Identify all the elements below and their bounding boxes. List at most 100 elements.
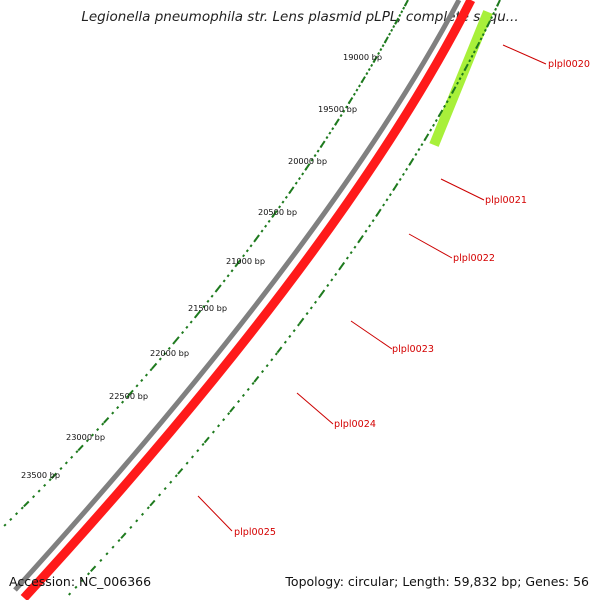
inner-tick-dot — [226, 274, 230, 278]
outer-tick-dot — [274, 352, 278, 356]
inner-tick-dot — [254, 234, 260, 242]
leader-plpl0024 — [296, 392, 334, 425]
inner-tick-dot — [339, 114, 343, 118]
inner-tick-dot — [253, 239, 257, 243]
bp-label-21000: 21000 bp — [226, 256, 265, 266]
leader-plpl0020 — [502, 44, 547, 65]
outer-tick-dot — [443, 104, 447, 108]
outer-tick-dot — [479, 37, 483, 41]
inner-tick-dot — [398, 13, 402, 18]
bp-label-20000: 20000 bp — [288, 156, 327, 166]
inner-tick-dot — [242, 254, 246, 258]
inner-tick-dot — [210, 294, 214, 298]
inner-tick-dot — [370, 63, 374, 68]
outer-tick-dot — [297, 323, 301, 327]
outer-tick-dot — [174, 474, 178, 478]
gene-boundaries — [88, 138, 422, 539]
inner-tick-dot — [278, 205, 282, 209]
inner-tick-dot — [222, 279, 226, 283]
outer-tick-dot — [158, 493, 162, 497]
inner-tick-dot — [310, 158, 314, 162]
inner-tick-dot — [357, 84, 361, 88]
inner-tick-dot — [9, 517, 13, 521]
outer-tick-dot — [146, 506, 150, 510]
outer-tick-dot — [305, 311, 309, 316]
accession-text: Accession: NC_006366 — [9, 574, 152, 589]
leader-plpl0023 — [350, 320, 393, 350]
inner-tick-dot — [85, 439, 89, 443]
outer-tick-dot — [483, 28, 487, 32]
inner-tick-dot — [400, 10, 404, 14]
inner-tick-dot — [43, 483, 47, 487]
inner-tick-dot — [77, 444, 84, 452]
outer-tick-dot — [227, 412, 231, 416]
outer-tick-dot — [217, 424, 221, 428]
inner-tick-dot — [195, 310, 202, 317]
inner-tick-dot — [294, 181, 298, 185]
inner-tick-dot — [342, 109, 346, 113]
outer-tick-dot — [357, 240, 361, 244]
inner-tick-dot — [230, 269, 234, 273]
inner-tick-dot — [390, 28, 394, 32]
inner-tick-dot — [284, 195, 288, 199]
inner-tick-dot — [206, 299, 210, 303]
inner-tick-dot — [372, 59, 376, 63]
inner-tick-dot — [345, 105, 348, 109]
bp-label-23000: 23000 bp — [66, 432, 105, 442]
outer-tick-dot — [463, 68, 467, 72]
outer-tick-dot — [196, 449, 200, 453]
bp-label-22500: 22500 bp — [109, 391, 148, 401]
inner-tick-dot — [23, 500, 30, 508]
inner-tick-dot — [235, 259, 242, 266]
outer-tick-dot — [450, 90, 454, 94]
outer-tick-dot — [456, 81, 459, 85]
inner-tick-dot — [103, 417, 110, 424]
outer-tick-dot — [364, 229, 368, 233]
outer-tick-dot — [338, 267, 342, 271]
gene-boundary-gap — [350, 241, 354, 245]
leader-plpl0021 — [440, 178, 485, 201]
inner-tick-dot — [185, 325, 189, 329]
outer-tick-dot — [105, 552, 109, 556]
inner-tick-dot — [402, 6, 406, 10]
inner-tick-dot — [347, 101, 351, 105]
gene-label-plpl0023: plpl0023 — [392, 344, 434, 355]
gene-boundary-gap — [244, 384, 248, 388]
outer-tick-dot — [339, 261, 346, 269]
outer-tick-dot — [492, 11, 496, 15]
outer-tick-dot — [68, 592, 72, 596]
inner-tick-dot — [50, 472, 58, 479]
inner-tick-dot — [316, 149, 320, 153]
bp-label-19500: 19500 bp — [318, 104, 357, 114]
bp-tick-labels: 19000 bp 19500 bp 20000 bp 20500 bp 2100… — [21, 52, 382, 480]
inner-tick-dot — [355, 88, 359, 92]
inner-tick-dot — [96, 428, 100, 432]
bp-label-23500: 23500 bp — [21, 470, 60, 480]
outer-tick-dot — [237, 399, 241, 404]
inner-tick-dot — [111, 411, 115, 415]
outer-tick-dot — [458, 77, 462, 81]
outer-tick-dot — [288, 334, 292, 339]
inner-tick-dot — [158, 357, 162, 361]
outer-tick-dot — [432, 123, 435, 127]
inner-tick-dot — [37, 489, 41, 493]
outer-tick-dot — [486, 24, 489, 28]
outer-tick-dot — [276, 346, 283, 354]
inner-tick-dot — [214, 289, 218, 293]
gene-label-plpl0020: plpl0020 — [548, 59, 590, 70]
outer-tick-dot — [392, 182, 399, 190]
outer-tick-dot — [382, 203, 386, 207]
inner-tick-dot — [75, 450, 79, 454]
gene-label-plpl0021: plpl0021 — [485, 195, 527, 206]
inner-tick-dot — [271, 214, 275, 219]
outer-tick-dot — [99, 558, 103, 562]
outer-tick-dot — [358, 234, 364, 242]
outer-tick-dot — [429, 128, 433, 132]
inner-tick-dot — [193, 315, 197, 319]
inner-tick-dot — [181, 331, 185, 335]
inner-tick-dot — [20, 506, 24, 510]
gene-labels: plpl0020 plpl0021 plpl0022 plpl0023 plpl… — [197, 44, 590, 538]
outer-tick-dot — [375, 213, 379, 217]
outer-tick-dot — [90, 565, 97, 573]
outer-tick-dot — [135, 519, 139, 523]
